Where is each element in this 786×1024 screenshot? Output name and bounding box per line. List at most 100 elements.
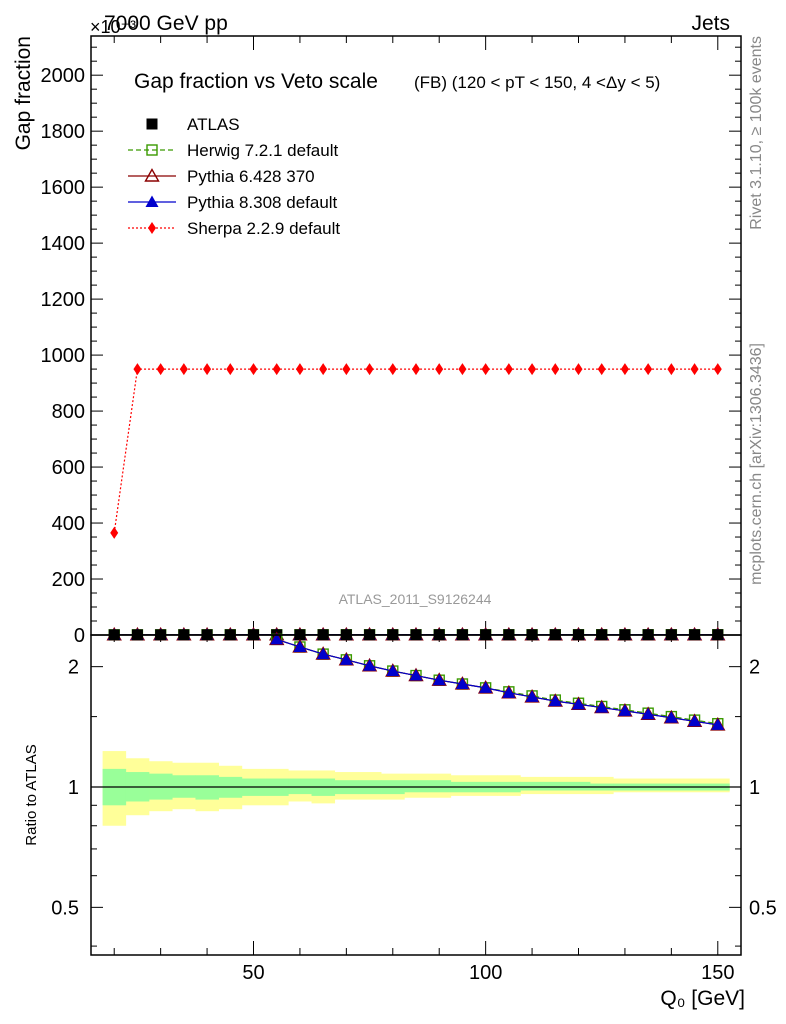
pythia8-ratio-point (711, 718, 725, 730)
pythia6-ratio-line (276, 638, 718, 726)
pythia8-ratio-point (641, 707, 655, 720)
sherpa-point (458, 363, 467, 376)
x-tick-label: 150 (701, 962, 734, 984)
pythia8-ratio-point (316, 647, 330, 660)
sherpa-point (690, 363, 699, 376)
ratio-series (269, 631, 726, 731)
sherpa-point (435, 363, 444, 376)
sherpa-point (295, 363, 304, 376)
inner-band-bin (543, 781, 568, 791)
sherpa-point (365, 363, 374, 376)
legend-marker-pythia8 (145, 195, 159, 207)
main-y-tick-label: 0 (74, 625, 85, 647)
header-energy: 7000 GeV pp (104, 12, 228, 35)
mcplots-reference-label: mcplots.cern.ch [arXiv:1306.3436] (748, 343, 765, 585)
pythia8-ratio-point (293, 640, 307, 652)
sherpa-point (179, 363, 188, 376)
pythia8-ratio-point (502, 686, 516, 698)
uncertainty-bands (91, 751, 741, 826)
main-y-tick-label: 1200 (41, 289, 86, 311)
sherpa-point (412, 363, 420, 376)
sherpa-point (597, 363, 606, 376)
pythia8-ratio-point (455, 677, 469, 689)
ratio-y-tick-label: 0.5 (51, 897, 79, 919)
legend-label-sherpa: Sherpa 2.2.9 default (187, 219, 340, 238)
sherpa-point (574, 363, 583, 376)
ratio-y-tick-label-right: 2 (749, 657, 760, 679)
analysis-reference-label: ATLAS_2011_S9126244 (339, 591, 492, 607)
ratio-y-axis-label: Ratio to ATLAS (23, 744, 40, 845)
legend-marker-atlas (146, 118, 158, 130)
sherpa-point (644, 363, 653, 376)
pythia8-ratio-point (525, 690, 539, 702)
pythia8-ratio-point (409, 669, 423, 681)
sherpa-point (110, 526, 119, 539)
inner-band-bin (566, 781, 591, 791)
sherpa-point (272, 363, 281, 376)
main-y-tick-label: 1600 (41, 177, 86, 199)
ratio-y-tick-label-right: 1 (749, 777, 760, 799)
pythia8-ratio-point (595, 701, 609, 713)
ratio-y-tick-label: 2 (68, 657, 79, 679)
main-y-tick-label: 1800 (41, 121, 86, 143)
sherpa-point (481, 363, 490, 376)
sherpa-point (713, 363, 722, 376)
legend-marker-pythia6 (144, 168, 160, 182)
main-y-axis-label: Gap fraction (12, 36, 35, 150)
sherpa-line (113, 368, 718, 533)
sherpa-point (203, 363, 212, 376)
inner-band-bin (288, 778, 312, 795)
inner-band-bin (520, 781, 544, 791)
sherpa-point (226, 363, 235, 376)
main-y-tick-label: 1400 (41, 233, 86, 255)
sherpa-point (504, 363, 513, 376)
legend-label-atlas: ATLAS (187, 115, 240, 134)
ratio-y-tick-label: 1 (68, 777, 79, 799)
sherpa-point (551, 363, 560, 376)
legend-label-pythia6: Pythia 6.428 370 (187, 167, 315, 186)
sherpa-point (249, 363, 258, 376)
x-axis-label: Q₀ [GeV] (660, 987, 745, 1010)
pythia8-ratio-point (363, 659, 377, 671)
x-tick-label: 100 (469, 962, 502, 984)
x-tick-label: 50 (242, 962, 264, 984)
pythia8-ratio-point (479, 681, 493, 693)
sherpa-point (342, 363, 351, 376)
main-y-tick-label: 600 (52, 457, 85, 479)
pythia8-ratio-point (548, 694, 562, 707)
sherpa-point (528, 363, 537, 376)
legend-marker-sherpa (148, 222, 156, 234)
ratio-y-tick-label-right: 0.5 (749, 897, 777, 919)
sherpa-point (133, 363, 142, 376)
legend-label-herwig: Herwig 7.2.1 default (187, 141, 338, 160)
legend: ATLAS Herwig 7.2.1 default Pythia 6.428 37… (128, 115, 340, 238)
main-y-tick-label: 1000 (41, 345, 86, 367)
inner-band-bin (404, 780, 428, 793)
sherpa-point (388, 363, 397, 376)
rivet-version-label: Rivet 3.1.10, ≥ 100k events (748, 36, 765, 230)
legend-label-pythia8: Pythia 8.308 default (187, 193, 338, 212)
herwig-ratio-line (276, 638, 718, 725)
sherpa-point (319, 363, 328, 376)
main-y-tick-label: 800 (52, 401, 85, 423)
main-y-tick-label: 2000 (41, 65, 86, 87)
legend-marker-herwig (146, 144, 158, 156)
pythia8-ratio-point (270, 632, 284, 645)
pythia8-ratio-point (618, 704, 632, 716)
pythia8-ratio-point (664, 711, 678, 723)
pythia8-ratio-point (432, 673, 446, 686)
pythia8-ratio-point (386, 664, 400, 677)
header-process: Jets (691, 12, 730, 35)
pythia8-ratio-point (688, 714, 702, 727)
plot-title: Gap fraction vs Veto scale (134, 70, 378, 93)
pythia8-ratio-point (339, 653, 353, 665)
sherpa-point (667, 363, 676, 376)
main-axis-ticks: 0 200 400 600 800 1000 1200 1400 1600 1800 2000 (41, 36, 741, 647)
header-multiplier: ×10⁻³ (90, 17, 136, 37)
main-y-tick-label: 200 (52, 569, 85, 591)
sherpa-point (620, 363, 629, 376)
plot-subtitle: (FB) (120 < pT < 150, 4 <Δy < 5) (414, 73, 660, 92)
sherpa-point (156, 363, 165, 376)
pythia8-ratio-line (276, 638, 718, 726)
